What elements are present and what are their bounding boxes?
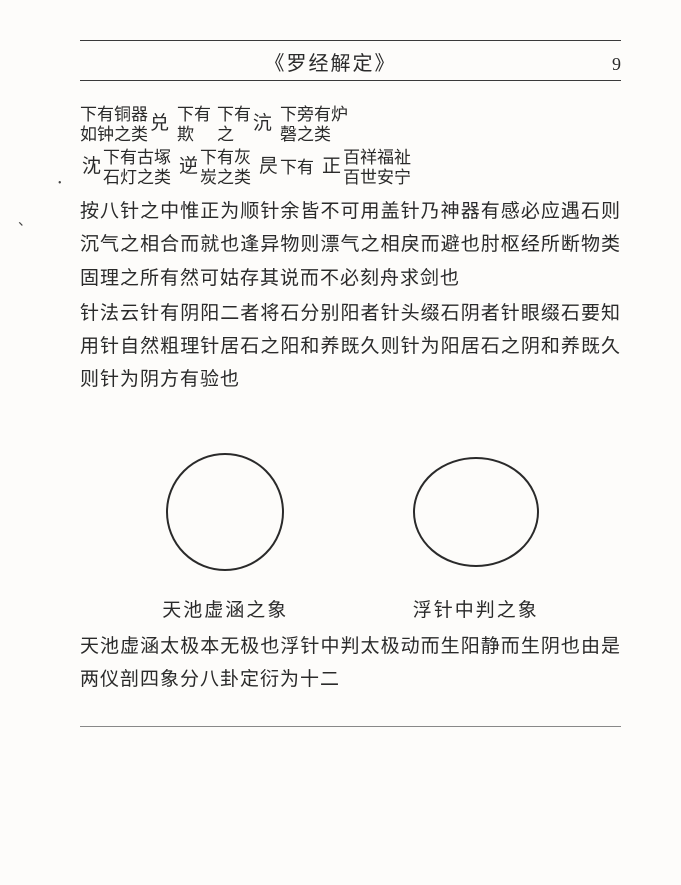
anno-text: 欺 xyxy=(177,125,211,145)
anno-stack: 下有 之 xyxy=(217,105,251,144)
header-row: 《罗经解定》 9 xyxy=(80,47,621,81)
anno-text: 下有 xyxy=(177,105,211,125)
paragraph-1: 按八针之中惟正为顺针余皆不可用盖针乃神器有感必应遇石则沉气之相合而就也逢异物则漂… xyxy=(80,195,621,295)
anno-stack: 下有灰 炭之类 xyxy=(200,148,251,187)
anno-text: 磬之类 xyxy=(280,125,348,145)
anno-text: 之 xyxy=(217,125,251,145)
caption-row: 天池虚涵之象 浮针中判之象 xyxy=(80,595,621,622)
annotation-row: 下有铜器 如钟之类 兑 下有 欺 下有 之 沆 下旁有炉 xyxy=(80,105,621,144)
anno-tag: 逆 xyxy=(177,152,200,182)
anno-text: 百世安宁 xyxy=(343,168,411,188)
anno-text: 下有铜器 xyxy=(80,105,148,125)
book-title: 《罗经解定》 xyxy=(80,47,581,76)
anno-stack: 下有 欺 xyxy=(177,105,211,144)
anno-text: 下旁有炉 xyxy=(280,105,348,125)
anno-text: 炭之类 xyxy=(200,168,251,188)
anno-stack: 下有铜器 如钟之类 xyxy=(80,105,148,144)
circle-icon xyxy=(411,447,541,577)
circle-icon xyxy=(160,447,290,577)
anno-text: 石灯之类 xyxy=(103,168,171,188)
right-caption: 浮针中判之象 xyxy=(413,595,539,622)
document-page: 《罗经解定》 9 、 • 下有铜器 如钟之类 兑 下有 欺 下有 xyxy=(0,0,681,767)
circle-left xyxy=(160,447,290,577)
anno-stack: 下旁有炉 磬之类 xyxy=(280,105,348,144)
anno-text: 下有灰 xyxy=(200,148,251,168)
annotation-row: 沈 下有古塚 石灯之类 逆 下有灰 炭之类 昃 下有 xyxy=(80,148,621,187)
anno-text: 百祥福祉 xyxy=(343,148,411,168)
anno-tag: 兑 xyxy=(148,109,171,139)
dot-mark: • xyxy=(58,178,62,189)
body-text: 按八针之中惟正为顺针余皆不可用盖针乃神器有感必应遇石则沉气之相合而就也逢异物则漂… xyxy=(80,195,621,397)
anno-tag: 昃 xyxy=(257,152,280,182)
anno-stack: 下有 xyxy=(280,158,314,178)
anno-text: 下有 xyxy=(217,105,251,125)
anno-tag: 沆 xyxy=(251,109,274,139)
circle-right xyxy=(411,447,541,577)
footer-paragraph: 天池虚涵太极本无极也浮针中判太极动而生阳静而生阴也由是两仪剖四象分八卦定衍为十二 xyxy=(80,630,621,697)
margin-mark: 、 xyxy=(18,210,32,230)
anno-tag: 正 xyxy=(320,152,343,182)
diagram-row xyxy=(80,447,621,577)
left-caption: 天池虚涵之象 xyxy=(162,595,288,622)
annotation-block-1: 下有铜器 如钟之类 兑 下有 欺 下有 之 沆 下旁有炉 xyxy=(80,105,621,187)
footer-rule xyxy=(80,726,621,727)
anno-tag: 沈 xyxy=(80,152,103,182)
page-number: 9 xyxy=(581,54,621,75)
anno-text: 下有 xyxy=(280,158,314,178)
header-rule-top xyxy=(80,40,621,41)
anno-text: 如钟之类 xyxy=(80,125,148,145)
anno-stack: 百祥福祉 百世安宁 xyxy=(343,148,411,187)
anno-stack: 下有古塚 石灯之类 xyxy=(103,148,171,187)
anno-text: 下有古塚 xyxy=(103,148,171,168)
paragraph-2: 针法云针有阴阳二者将石分别阳者针头缀石阴者针眼缀石要知用针自然粗理针居石之阳和养… xyxy=(80,297,621,397)
